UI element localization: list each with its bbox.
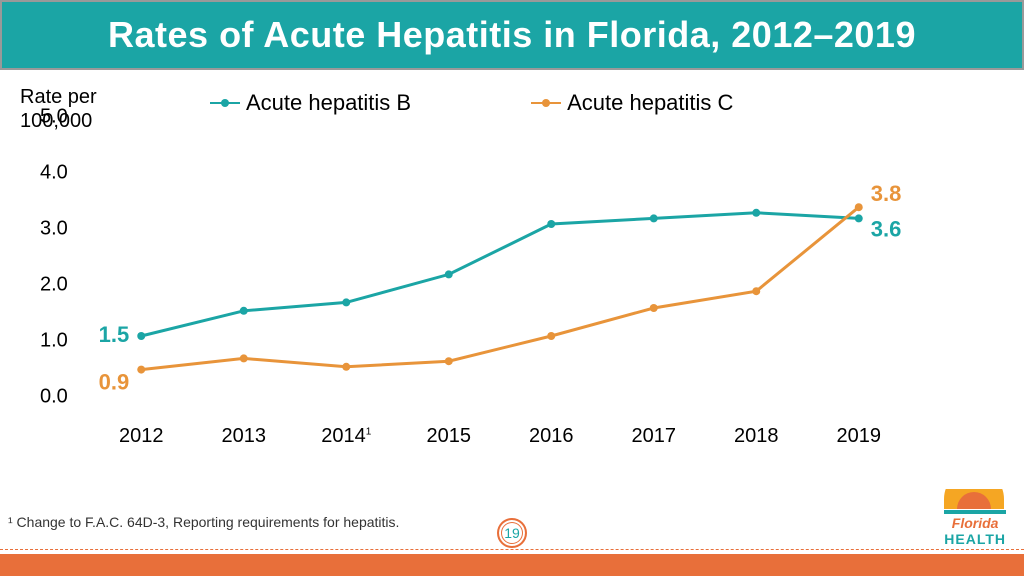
svg-text:0.9: 0.9 <box>99 370 130 395</box>
logo-florida-text: Florida <box>952 515 999 531</box>
page-number: 19 <box>497 518 527 548</box>
page-title: Rates of Acute Hepatitis in Florida, 201… <box>22 14 1002 56</box>
x-tick-label: 2017 <box>603 425 706 448</box>
logo-health-text: HEALTH <box>944 531 1006 547</box>
title-header: Rates of Acute Hepatitis in Florida, 201… <box>0 0 1024 70</box>
svg-text:1.5: 1.5 <box>99 322 130 347</box>
y-tick-label: 0.0 <box>40 386 68 409</box>
svg-text:3.6: 3.6 <box>871 216 902 241</box>
x-tick-label: 20141 <box>295 425 398 448</box>
plot-area: 1.5 3.6 0.9 3.8 <box>90 140 910 420</box>
x-tick-label: 2016 <box>500 425 603 448</box>
y-tick-label: 5.0 <box>40 106 68 129</box>
legend-item: Acute hepatitis B <box>210 90 411 116</box>
legend-item: Acute hepatitis C <box>531 90 733 116</box>
legend: Acute hepatitis B Acute hepatitis C <box>210 90 733 116</box>
water-icon <box>944 510 1006 514</box>
footnote: ¹ Change to F.A.C. 64D-3, Reporting requ… <box>8 514 399 530</box>
footer-bar <box>0 554 1024 576</box>
florida-health-logo: Florida HEALTH <box>944 469 1006 546</box>
x-tick-label: 2018 <box>705 425 808 448</box>
x-tick-label: 2015 <box>398 425 501 448</box>
x-tick-label: 2012 <box>90 425 193 448</box>
x-axis-ticks: 201220132014120152016201720182019 <box>90 425 910 448</box>
svg-text:3.8: 3.8 <box>871 181 902 206</box>
y-tick-label: 1.0 <box>40 330 68 353</box>
y-tick-label: 2.0 <box>40 274 68 297</box>
y-tick-label: 3.0 <box>40 218 68 241</box>
sun-icon <box>944 469 1004 509</box>
line-chart: Rate per100,000 Acute hepatitis BAcute h… <box>10 80 930 460</box>
x-tick-label: 2013 <box>193 425 296 448</box>
y-tick-label: 4.0 <box>40 162 68 185</box>
x-tick-label: 2019 <box>808 425 911 448</box>
